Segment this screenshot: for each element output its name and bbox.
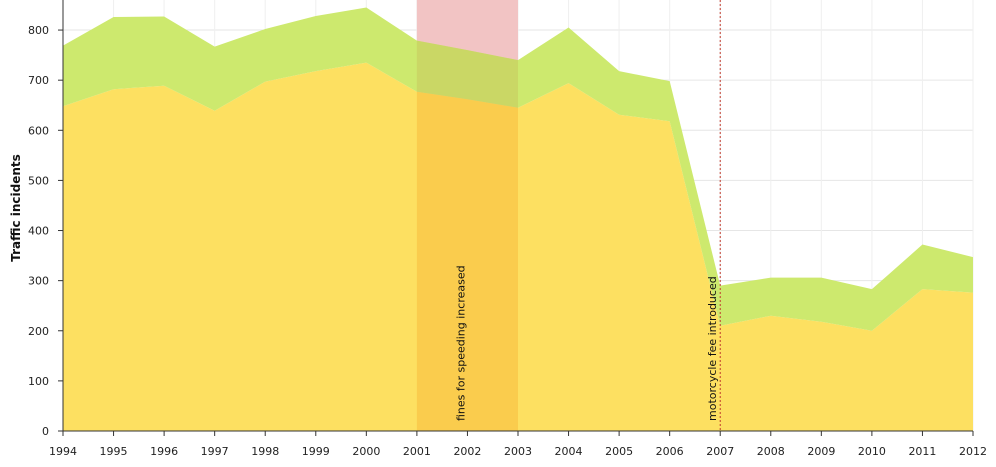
y-tick-label: 100: [28, 375, 49, 388]
x-tick-label: 1998: [251, 445, 279, 458]
guide-label: motorcycle fee introduced: [706, 276, 719, 421]
x-tick-label: 2004: [555, 445, 583, 458]
y-tick-label: 400: [28, 225, 49, 238]
x-tick-label: 1995: [100, 445, 128, 458]
x-tick-label: 2001: [403, 445, 431, 458]
y-tick-label: 300: [28, 275, 49, 288]
x-tick-label: 2012: [959, 445, 987, 458]
guide-band-overlay: [416, 62, 518, 431]
x-tick-label: 1994: [49, 445, 77, 458]
x-tick-label: 1997: [201, 445, 229, 458]
x-tick-label: 1996: [150, 445, 178, 458]
x-tick-label: 2008: [757, 445, 785, 458]
guide-label: fines for speeding increased: [454, 265, 467, 421]
y-axis-title: Traffic incidents: [9, 154, 23, 262]
y-tick-label: 600: [28, 124, 49, 137]
x-tick-label: 2011: [908, 445, 936, 458]
x-tick-label: 2002: [453, 445, 481, 458]
y-tick-label: 200: [28, 325, 49, 338]
x-tick-label: 2005: [605, 445, 633, 458]
x-tick-label: 2010: [858, 445, 886, 458]
x-tick-label: 2007: [706, 445, 734, 458]
axes: 0 100 200 300 400 500 600 700 800 1994 1995 1996 199…: [28, 0, 987, 458]
x-tick-label: 2009: [807, 445, 835, 458]
y-tick-label: 0: [42, 425, 49, 438]
x-tick-label: 2000: [352, 445, 380, 458]
x-tick-label: 1999: [302, 445, 330, 458]
y-tick-label: 500: [28, 174, 49, 187]
y-tick-label: 800: [28, 24, 49, 37]
area-series: [63, 7, 973, 431]
guide-annotations: fines for speeding increased motorcycle f…: [454, 0, 721, 431]
x-tick-label: 2006: [656, 445, 684, 458]
x-tick-label: 2003: [504, 445, 532, 458]
y-tick-label: 700: [28, 74, 49, 87]
